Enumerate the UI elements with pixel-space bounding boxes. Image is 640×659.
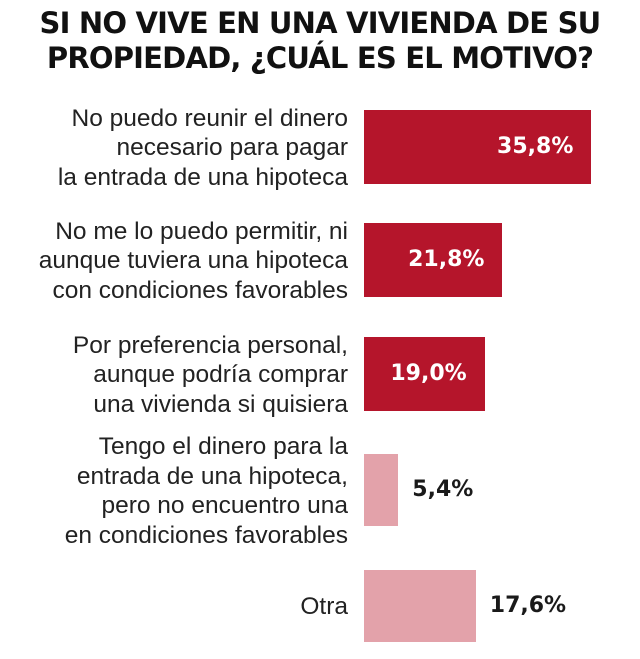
- bar-4: [364, 454, 399, 526]
- category-label-4-line-3: pero no encuentro una: [101, 492, 348, 519]
- category-label-4-line-1: Tengo el dinero para la: [98, 433, 348, 460]
- category-label-2: No me lo puedo permitir, ni aunque tuvier…: [0, 217, 348, 306]
- value-label-4: 5,4%: [412, 477, 474, 502]
- category-label-1-line-2: necesario para pagar: [116, 134, 348, 162]
- category-label-2-line-1: No me lo puedo permitir, ni: [55, 217, 348, 245]
- category-label-5: Otra: [0, 592, 348, 622]
- bar-1: [364, 110, 592, 184]
- category-label-3-line-2: aunque podría comprar: [93, 361, 348, 389]
- value-label-5: 17,6%: [489, 593, 567, 618]
- chart-title-line-2: PROPIEDAD, ¿CUÁL ES EL MOTIVO?: [46, 41, 594, 75]
- category-label-3-line-1: Por preferencia personal,: [72, 331, 348, 359]
- chart-title: SI NO VIVE EN UNA VIVIENDA DE SU PROPIED…: [0, 6, 640, 76]
- category-label-2-line-3: con condiciones favorables: [52, 276, 348, 304]
- bar-2: [364, 223, 503, 297]
- category-label-4-line-4: en condiciones favorables: [64, 521, 348, 549]
- category-label-3: Por preferencia personal, aunque podría c…: [0, 331, 348, 420]
- category-label-1-line-1: No puedo reunir el dinero: [71, 104, 349, 132]
- bar-3: [364, 337, 485, 411]
- chart-title-line-1: SI NO VIVE EN UNA VIVIENDA DE SU: [39, 6, 602, 40]
- category-label-4: Tengo el dinero para la entrada de una hi…: [0, 432, 348, 550]
- value-label-3: 19,0%: [390, 361, 467, 386]
- value-label-1: 35,8%: [497, 134, 574, 159]
- bar-5: [364, 570, 476, 642]
- category-label-1-line-3: la entrada de una hipoteca: [57, 163, 348, 191]
- category-label-2-line-2: aunque tuviera una hipoteca: [38, 247, 348, 275]
- category-label-5-line-1: Otra: [300, 593, 348, 621]
- value-label-2: 21,8%: [408, 247, 485, 272]
- category-label-4-line-2: entrada de una hipoteca,: [76, 462, 348, 490]
- category-label-1: No puedo reunir el dinero necesario para …: [0, 104, 348, 193]
- category-label-3-line-3: una vivienda si quisiera: [93, 390, 348, 418]
